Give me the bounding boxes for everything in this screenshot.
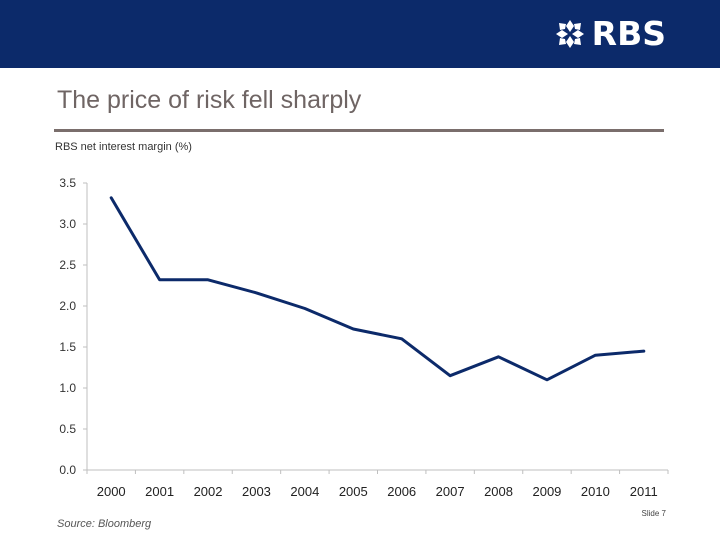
x-tick-label: 2002: [194, 484, 223, 499]
slide-number: Slide 7: [642, 509, 666, 518]
x-tick-label: 2001: [145, 484, 174, 499]
y-tick-label: 1.5: [59, 340, 76, 354]
x-tick-label: 2006: [387, 484, 416, 499]
y-tick-label: 1.0: [59, 381, 76, 395]
x-tick-label: 2009: [532, 484, 561, 499]
x-tick-label: 2004: [290, 484, 319, 499]
x-tick-label: 2008: [484, 484, 513, 499]
y-tick-label: 3.0: [59, 217, 76, 231]
y-tick-label: 0.0: [59, 463, 76, 477]
x-tick-label: 2007: [436, 484, 465, 499]
y-tick-label: 2.5: [59, 258, 76, 272]
x-tick-label: 2010: [581, 484, 610, 499]
x-tick-label: 2000: [97, 484, 126, 499]
x-tick-label: 2005: [339, 484, 368, 499]
y-tick-label: 0.5: [59, 422, 76, 436]
y-tick-label: 3.5: [59, 176, 76, 190]
y-tick-label: 2.0: [59, 299, 76, 313]
x-tick-label: 2003: [242, 484, 271, 499]
x-tick-label: 2011: [630, 484, 658, 499]
series-line: [111, 198, 644, 380]
source-note: Source: Bloomberg: [57, 518, 151, 530]
